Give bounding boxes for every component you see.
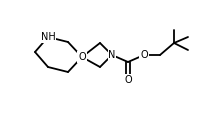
Text: NH: NH [40, 32, 55, 42]
Text: O: O [140, 50, 147, 60]
Text: O: O [124, 75, 131, 85]
Text: N: N [108, 50, 115, 60]
Text: O: O [78, 52, 85, 62]
